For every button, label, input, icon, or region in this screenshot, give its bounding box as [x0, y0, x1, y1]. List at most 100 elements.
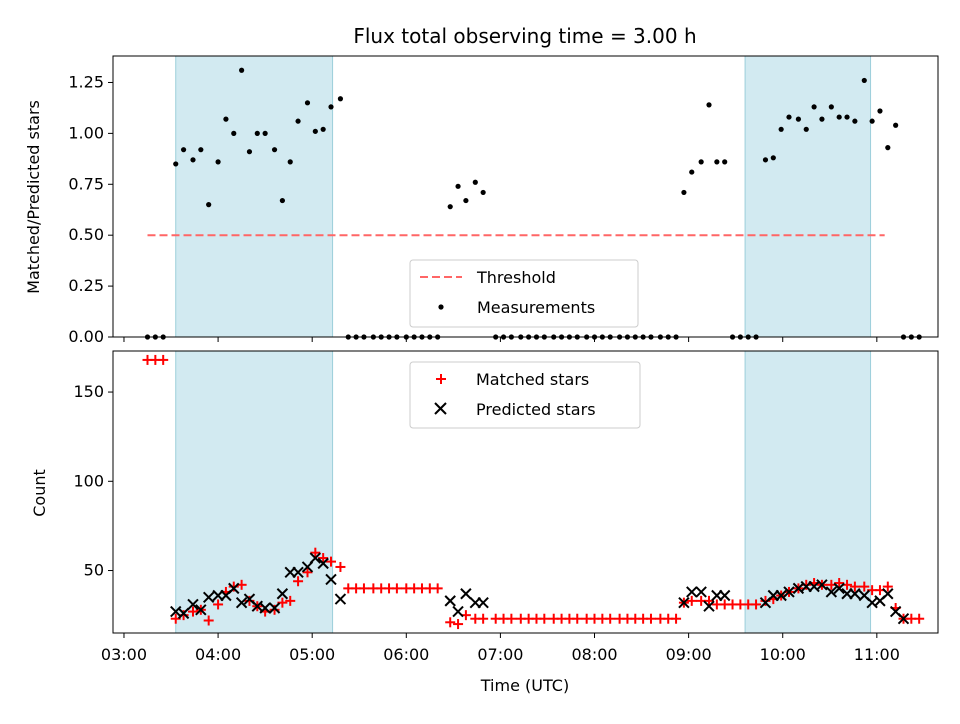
matched-star-point [302, 567, 313, 578]
legend-threshold-label: Threshold [476, 268, 556, 287]
matched-star-point [572, 613, 583, 624]
measurement-point [828, 104, 834, 110]
predicted-star-point [783, 586, 795, 598]
measurement-point [811, 104, 817, 110]
predicted-star-point [276, 588, 289, 600]
predicted-star-point [686, 586, 698, 598]
measurement-point [861, 77, 867, 84]
measurement-point [803, 126, 809, 132]
top-ytick-label: 0.25 [68, 276, 104, 295]
matched-star-point [834, 578, 845, 589]
bottom-ytick-label: 100 [73, 471, 104, 490]
x-axis-label: Time (UTC) [480, 676, 569, 695]
matched-star-point [914, 613, 925, 624]
top-shaded-interval-0 [175, 55, 334, 338]
xtick-label: 06:00 [383, 645, 429, 664]
predicted-star-point [317, 557, 329, 570]
measurement-point [472, 179, 478, 185]
xtick-label: 03:00 [101, 645, 147, 664]
matched-star-point [478, 613, 489, 624]
measurement-point [320, 126, 326, 132]
legend-matched-swatch [436, 374, 446, 384]
predicted-star-point [703, 600, 715, 612]
matched-star-point [391, 583, 402, 594]
matched-star-point [358, 583, 369, 594]
measurement-point [706, 102, 712, 108]
matched-star-point [882, 581, 893, 592]
predicted-star-point [309, 552, 322, 564]
bottom-panel: 50 100 150 03:00 04:00 05:00 06:00 07:00 08:00 0… [30, 350, 939, 695]
matched-star-point [318, 553, 329, 564]
predicted-star-point [849, 588, 861, 600]
top-ytick-label: 0.00 [68, 327, 104, 346]
measurement-point [231, 130, 237, 136]
matched-star-point [269, 604, 280, 615]
predicted-star-point [477, 596, 489, 609]
top-ytick-label: 1.25 [68, 72, 104, 91]
measurement-point [239, 67, 245, 73]
measurement-point [173, 161, 179, 167]
matched-star-point [453, 619, 464, 630]
measurement-point [271, 147, 278, 153]
predicted-star-point [195, 604, 207, 616]
top-shaded-interval-1 [744, 55, 872, 338]
matched-star-point [859, 581, 870, 592]
measurement-point [698, 159, 704, 165]
measurement-point [893, 122, 899, 128]
top-panel-frame [112, 55, 939, 338]
matched-star-point [506, 613, 517, 624]
predicted-star-point [882, 588, 894, 600]
measurement-point [795, 116, 802, 122]
measurement-point [198, 147, 204, 153]
legend-matched-label: Matched stars [476, 370, 589, 389]
matched-star-point [293, 576, 304, 587]
bottom-ytick-label: 150 [73, 382, 104, 401]
measurement-point [681, 189, 687, 196]
top-ytick-label: 1.00 [68, 123, 104, 142]
predicted-star-point [444, 595, 456, 607]
xtick-label: 05:00 [289, 645, 335, 664]
bottom-ytick-label: 50 [84, 561, 104, 580]
predicted-star-point [775, 589, 787, 602]
xtick-label: 07:00 [477, 645, 523, 664]
measurement-point [312, 128, 318, 134]
bottom-panel-frame [112, 350, 939, 634]
measurement-point [869, 118, 875, 124]
predicted-star-point [678, 596, 690, 609]
predicted-star-point [460, 588, 472, 600]
top-legend: Threshold Measurements [409, 259, 639, 328]
xtick-label: 11:00 [854, 645, 900, 664]
matched-star-point [326, 556, 337, 567]
measurement-point [689, 169, 695, 175]
predicted-star-point [816, 579, 828, 591]
predicted-star-point [301, 561, 314, 573]
xtick-label: 08:00 [571, 645, 617, 664]
top-ylabel: Matched/Predicted stars [24, 100, 43, 294]
legend-measurements-swatch [438, 304, 444, 310]
predicted-star-point [235, 596, 248, 609]
measurement-point [885, 145, 891, 151]
measurement-point [480, 189, 486, 196]
measurement-point [287, 159, 293, 165]
measurement-point [180, 147, 187, 153]
matched-star-point [158, 354, 169, 365]
predicted-star-point [718, 589, 731, 602]
measurement-point [762, 157, 769, 163]
matched-star-point [445, 617, 456, 628]
predicted-star-point [833, 582, 845, 595]
chart-title: Flux total observing time = 3.00 h [353, 24, 696, 48]
predicted-star-point [452, 605, 464, 618]
measurement-point [455, 183, 461, 189]
matched-star-point [228, 581, 239, 592]
measurement-point [215, 159, 221, 165]
matched-star-point [686, 595, 697, 606]
predicted-star-point [177, 607, 190, 620]
bottom-shaded-interval-0 [175, 350, 334, 634]
measurement-point [223, 116, 229, 122]
predicted-star-point [897, 613, 910, 625]
matched-star-point [310, 547, 321, 558]
top-legend-box [409, 259, 639, 328]
top-ytick-label: 0.50 [68, 225, 104, 244]
legend-measurements-label: Measurements [477, 298, 595, 317]
